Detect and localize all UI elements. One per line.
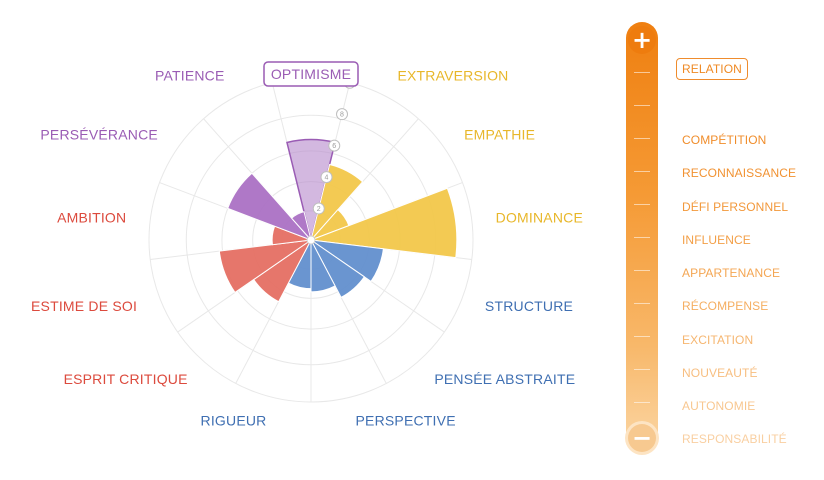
bar-patience[interactable] bbox=[290, 211, 312, 241]
scale-tick bbox=[634, 72, 650, 73]
factor-item[interactable]: EXCITATION bbox=[682, 333, 754, 347]
axis-labels: OPTIMISME EXTRAVERSION EMPATHIE DOMINANCE ST… bbox=[31, 61, 583, 429]
scale-tick bbox=[634, 270, 650, 271]
factor-item[interactable]: RÉCOMPENSE bbox=[682, 299, 769, 313]
scale-tick bbox=[634, 138, 650, 139]
axis-label-esprit-critique[interactable]: ESPRIT CRITIQUE bbox=[64, 371, 188, 387]
minus-icon[interactable]: − bbox=[628, 424, 656, 452]
bar-structure[interactable] bbox=[310, 239, 384, 283]
scale-tick bbox=[634, 171, 650, 172]
bar-extraversion[interactable] bbox=[310, 163, 364, 241]
bar-dominance[interactable] bbox=[310, 187, 458, 259]
axis-label-patience[interactable]: PATIENCE bbox=[155, 67, 225, 83]
axis-label-estime-de-soi[interactable]: ESTIME DE SOI bbox=[31, 298, 137, 314]
scale-tick bbox=[634, 336, 650, 337]
scale-tick bbox=[634, 402, 650, 403]
axis-label-optimisme[interactable]: OPTIMISME bbox=[271, 66, 351, 82]
selected-axis-frame bbox=[263, 61, 359, 87]
polar-chart: 246810 OPTIMISMEEXTRAVERSIONEMPATHIEDOMI… bbox=[31, 61, 583, 429]
factor-item[interactable]: INFLUENCE bbox=[682, 233, 751, 247]
plus-icon[interactable]: + bbox=[628, 26, 656, 54]
tick-marker bbox=[336, 108, 349, 121]
scale-tick bbox=[634, 204, 650, 205]
bar-estime-de-soi[interactable] bbox=[218, 239, 312, 294]
factor-item[interactable]: RECONNAISSANCE bbox=[682, 166, 797, 180]
scale-tick bbox=[634, 369, 650, 370]
tick-label: 2 bbox=[317, 206, 321, 213]
tick-marker bbox=[328, 139, 341, 152]
axis-label-pens-e-abstraite[interactable]: PENSÉE ABSTRAITE bbox=[434, 371, 575, 387]
factor-item[interactable]: APPARTENANCE bbox=[682, 266, 781, 280]
tick-label: 6 bbox=[332, 143, 336, 150]
axis-label-empathie[interactable]: EMPATHIE bbox=[464, 126, 535, 142]
tick-label: 8 bbox=[340, 112, 344, 119]
bar-pens-e-abstraite[interactable] bbox=[310, 239, 366, 299]
axis-label-pers-v-rance[interactable]: PERSÉVÉRANCE bbox=[40, 126, 158, 142]
tick-label: 4 bbox=[325, 175, 329, 182]
center-marker bbox=[306, 235, 316, 245]
axis-label-ambition[interactable]: AMBITION bbox=[57, 210, 126, 226]
chart-bars bbox=[218, 138, 458, 303]
axis-label-dominance[interactable]: DOMINANCE bbox=[496, 210, 583, 226]
tick-marker bbox=[312, 202, 325, 215]
factor-item[interactable]: RESPONSABILITÉ bbox=[682, 432, 787, 446]
factor-item[interactable]: DÉFI PERSONNEL bbox=[682, 200, 789, 214]
axis-label-perspective[interactable]: PERSPECTIVE bbox=[356, 413, 456, 429]
bar-pers-v-rance[interactable] bbox=[227, 172, 312, 241]
tick-marker bbox=[320, 171, 333, 184]
scale-tick bbox=[634, 303, 650, 304]
axis-label-extraversion[interactable]: EXTRAVERSION bbox=[397, 67, 508, 83]
axis-label-structure[interactable]: STRUCTURE bbox=[485, 298, 573, 314]
scale-tick bbox=[634, 105, 650, 106]
axis-label-rigueur[interactable]: RIGUEUR bbox=[201, 413, 267, 429]
factor-item[interactable]: NOUVEAUTÉ bbox=[682, 366, 758, 380]
scale-tick bbox=[634, 237, 650, 238]
motivation-scale bbox=[626, 22, 658, 454]
bar-perspective[interactable] bbox=[310, 239, 336, 293]
factor-item[interactable]: RELATION bbox=[676, 58, 748, 80]
factor-item[interactable]: COMPÉTITION bbox=[682, 133, 767, 147]
factor-item[interactable]: AUTONOMIE bbox=[682, 399, 756, 413]
